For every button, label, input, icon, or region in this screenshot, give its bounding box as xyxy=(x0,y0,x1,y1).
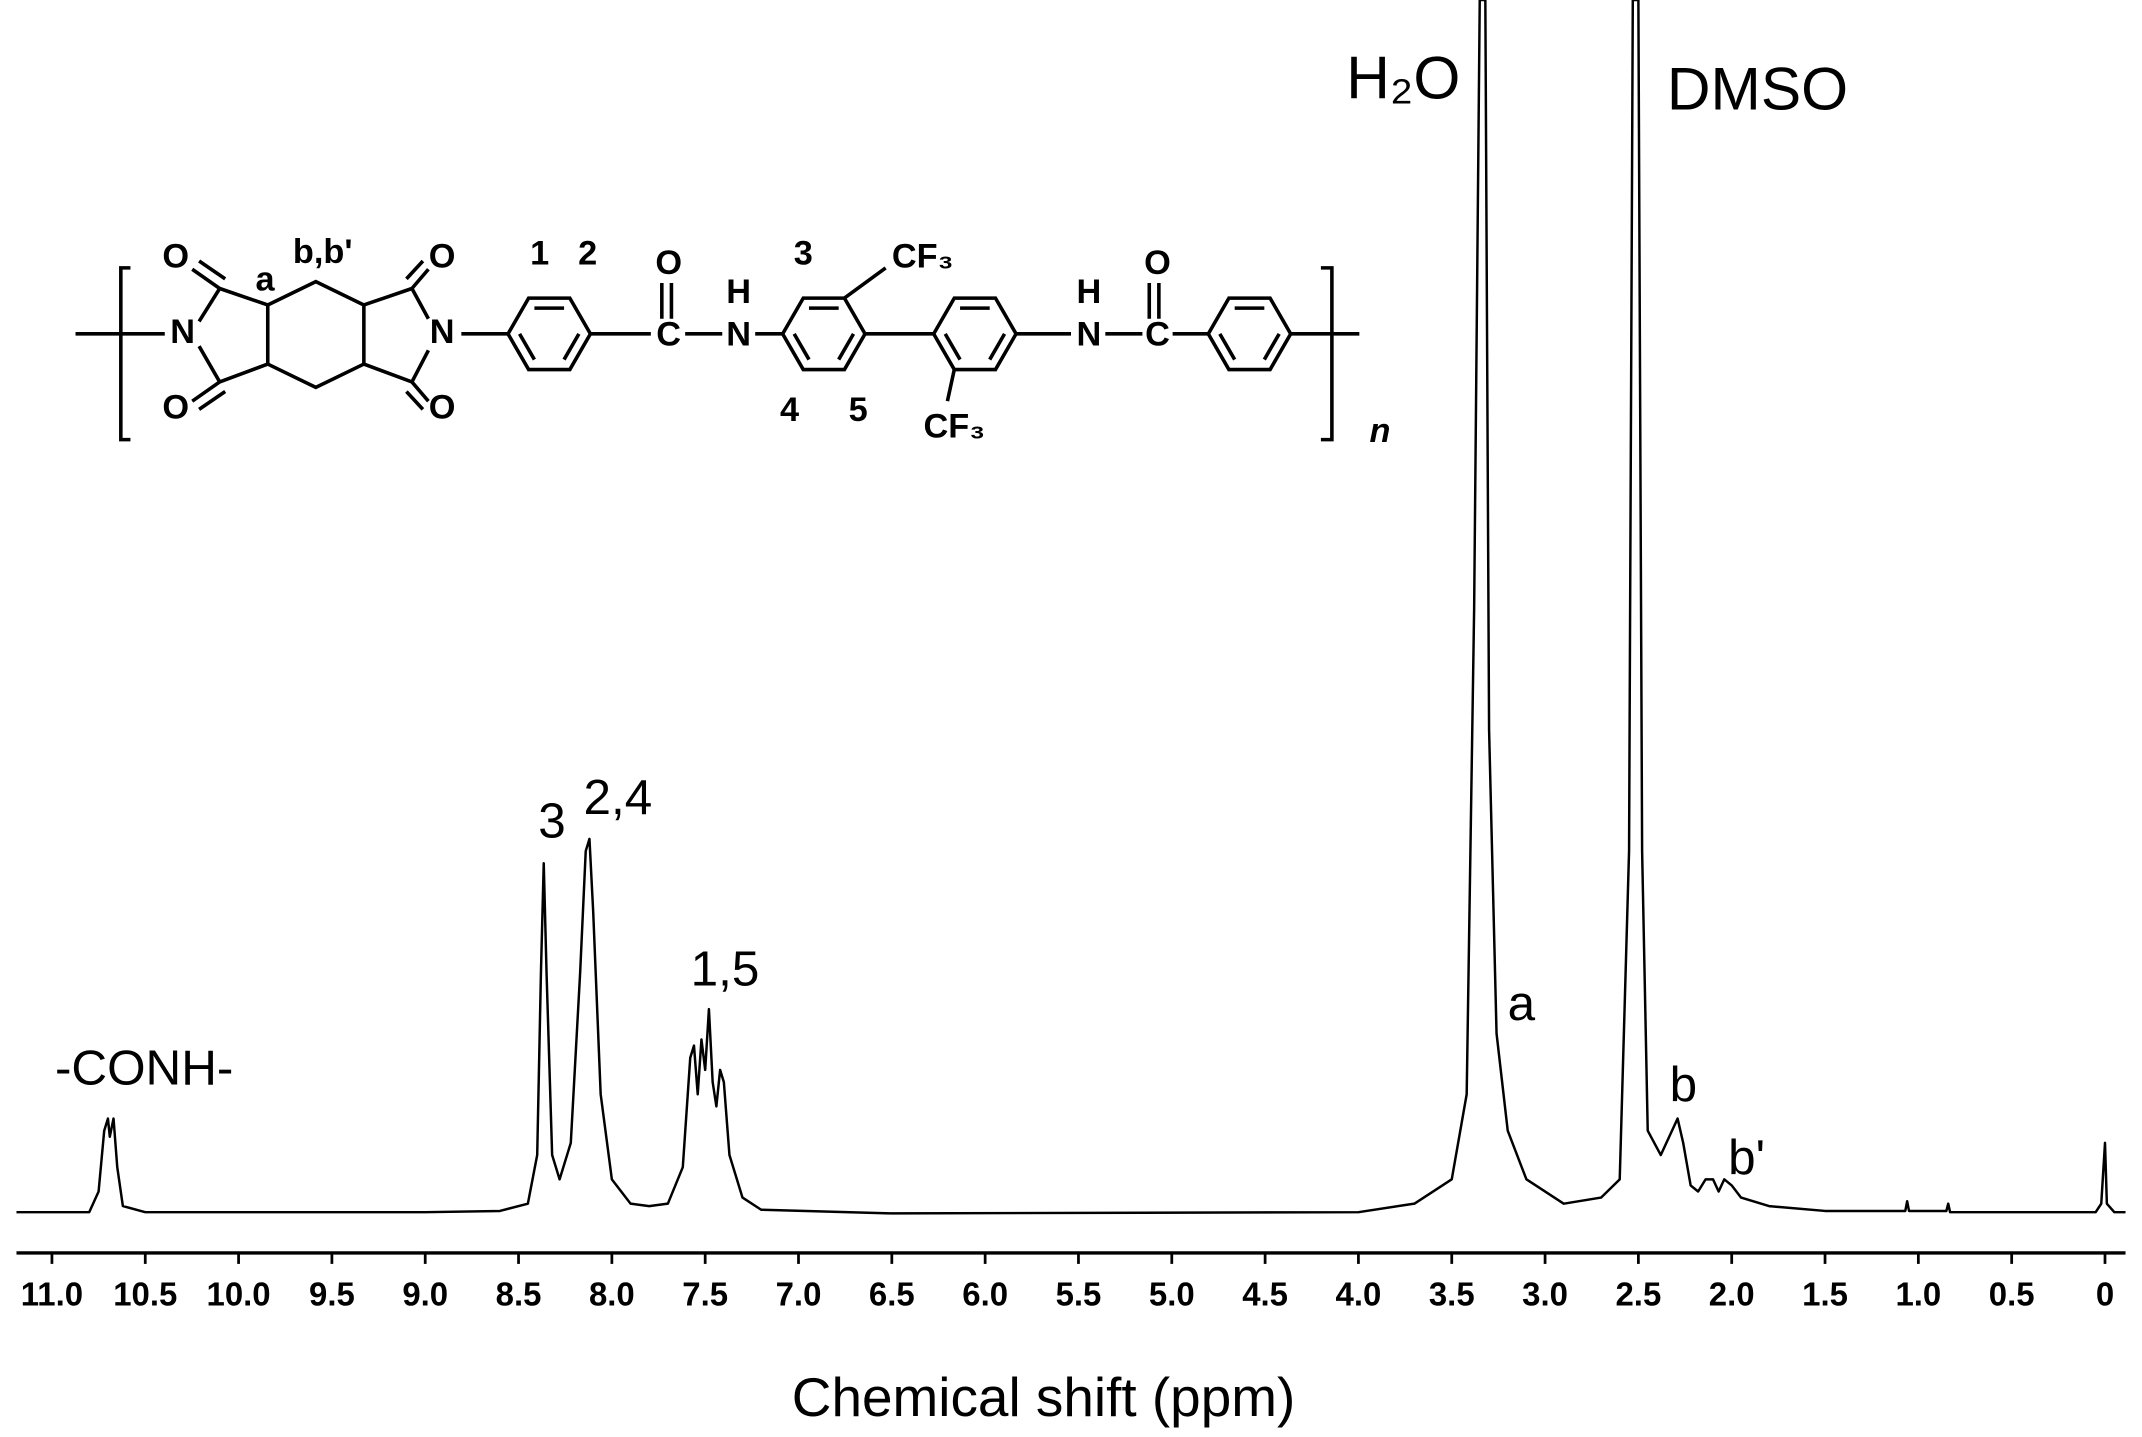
structure-label: C xyxy=(656,316,681,354)
peak-label: 1,5 xyxy=(691,942,760,997)
peak-label: b' xyxy=(1728,1130,1765,1185)
x-tick-label: 3.0 xyxy=(1522,1276,1568,1313)
structure-label: N xyxy=(1076,316,1101,354)
double-bond xyxy=(518,332,536,361)
structure-label: CF₃ xyxy=(892,237,954,275)
x-tick-label: 11.0 xyxy=(21,1276,83,1313)
structure-label: 5 xyxy=(849,391,868,429)
x-tick-label: 5.0 xyxy=(1149,1276,1195,1313)
x-tick-label: 2.5 xyxy=(1615,1276,1661,1313)
structure-label: O xyxy=(162,237,189,275)
structure-label: O xyxy=(1144,244,1171,282)
x-tick-label: 4.0 xyxy=(1336,1276,1382,1313)
x-tick-label: 0 xyxy=(2096,1276,2114,1313)
double-bond xyxy=(792,332,811,361)
x-tick-label: 3.5 xyxy=(1429,1276,1475,1313)
x-tick-label: 9.5 xyxy=(309,1276,355,1313)
x-tick-label: 1.5 xyxy=(1802,1276,1848,1313)
x-tick-label: 9.0 xyxy=(402,1276,448,1313)
x-tick-label: 10.5 xyxy=(113,1276,177,1313)
peak-label: a xyxy=(1508,976,1536,1031)
structure-label: H xyxy=(1076,273,1101,311)
benzene-ring xyxy=(505,296,593,372)
structure-label: O xyxy=(655,244,682,282)
benzene-ring xyxy=(931,296,1019,372)
structure-label: 1 xyxy=(530,235,549,273)
structure-label: a xyxy=(255,261,275,299)
double-bond xyxy=(1218,332,1237,361)
structure-label: 2 xyxy=(578,235,597,273)
peak-label: b xyxy=(1670,1057,1697,1112)
structure-label: n xyxy=(1369,412,1390,450)
x-tick-label: 1.0 xyxy=(1895,1276,1941,1313)
double-bond xyxy=(1262,332,1281,361)
x-tick-label: 2.0 xyxy=(1709,1276,1755,1313)
structure-label: 4 xyxy=(780,391,799,429)
x-tick-label: 6.0 xyxy=(962,1276,1008,1313)
peak-label: 3 xyxy=(538,793,565,848)
structure-label: CF₃ xyxy=(923,408,985,446)
peak-label: DMSO xyxy=(1667,54,1848,122)
structure-label: 3 xyxy=(794,235,813,273)
x-tick-label: 10.0 xyxy=(207,1276,271,1313)
x-tick-label: 8.0 xyxy=(589,1276,635,1313)
structure-label: C xyxy=(1145,316,1170,354)
double-bond xyxy=(562,332,581,361)
structure-label: N xyxy=(430,313,455,351)
x-tick-label: 7.0 xyxy=(776,1276,822,1313)
x-tick-label: 4.5 xyxy=(1242,1276,1288,1313)
structure-label: N xyxy=(170,313,195,351)
structure-label: O xyxy=(429,237,456,275)
spectrum-line xyxy=(16,0,2126,1215)
peak-label: 2,4 xyxy=(584,770,653,825)
bonds xyxy=(75,259,1360,442)
x-tick-label: 5.5 xyxy=(1056,1276,1102,1313)
structure-label: O xyxy=(429,388,456,426)
x-tick-label: 0.5 xyxy=(1989,1276,2035,1313)
double-bond xyxy=(837,332,856,361)
structure-label: b,b' xyxy=(293,233,353,271)
structure-label: H xyxy=(726,273,751,311)
double-bond xyxy=(943,332,962,361)
x-tick-label: 7.5 xyxy=(682,1276,728,1313)
structure-label: N xyxy=(726,316,751,354)
x-axis-label: Chemical shift (ppm) xyxy=(792,1366,1295,1428)
x-tick-label: 6.5 xyxy=(869,1276,915,1313)
peak-label: H₂O xyxy=(1346,43,1460,111)
benzene-ring xyxy=(1206,296,1293,372)
double-bond xyxy=(988,332,1007,361)
benzene-ring xyxy=(780,296,868,372)
x-tick-label: 8.5 xyxy=(496,1276,542,1313)
peak-label: -CONH- xyxy=(55,1041,233,1096)
structure-label: O xyxy=(162,388,189,426)
